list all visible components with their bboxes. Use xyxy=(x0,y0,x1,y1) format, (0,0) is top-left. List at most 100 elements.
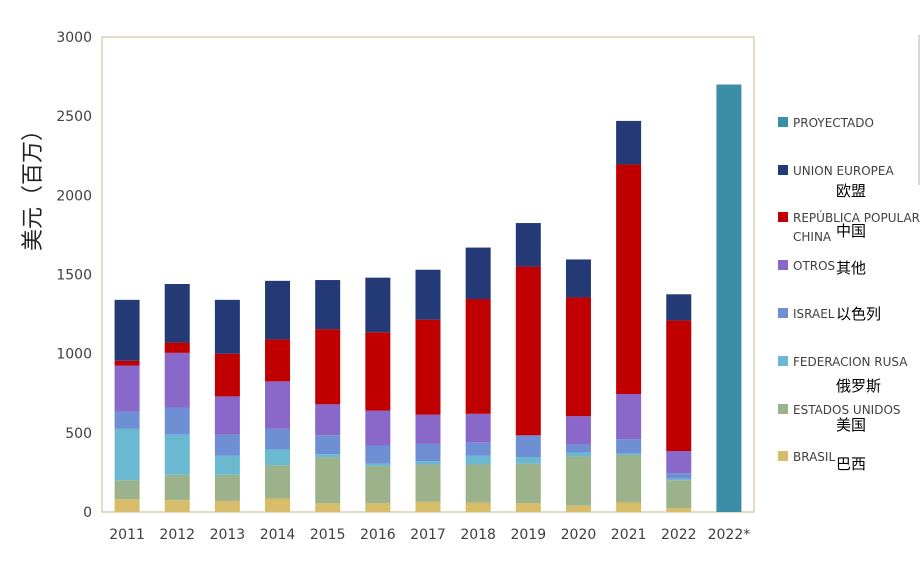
bar-segment-estados-unidos-2017 xyxy=(415,464,441,502)
bar-segment-proyectado-2022p xyxy=(716,84,742,512)
legend-label-zh: 中国 xyxy=(836,222,866,240)
x-tick-label: 2022* xyxy=(708,527,751,543)
legend-swatch xyxy=(778,451,788,461)
bar-segment-brasil-2022 xyxy=(666,508,692,512)
bar-segment-rep-blica-popular-china-2018 xyxy=(465,299,491,414)
legend-label-zh: 其他 xyxy=(836,259,866,277)
x-tick-label: 2016 xyxy=(360,527,396,543)
bar-segment-union-europea-2011 xyxy=(114,299,140,361)
bar-segment-estados-unidos-2021 xyxy=(616,455,642,503)
bar-segment-israel-2021 xyxy=(616,439,642,454)
bar-segment-brasil-2012 xyxy=(164,500,190,512)
bar-segment-otros-2018 xyxy=(465,413,491,443)
legend-swatch xyxy=(778,260,788,270)
bar-segment-otros-2013 xyxy=(214,396,240,435)
bar-segment-israel-2013 xyxy=(214,434,240,456)
legend-item-union-europea: UNION EUROPEA 欧盟 xyxy=(778,164,895,200)
bar-segment-union-europea-2018 xyxy=(465,247,491,300)
bar-segment-rep-blica-popular-china-2022 xyxy=(666,320,692,452)
bar-segment-estados-unidos-2018 xyxy=(465,464,491,503)
y-tick-label: 1000 xyxy=(56,347,92,363)
bar-segment-union-europea-2017 xyxy=(415,269,441,320)
bar-segment-union-europea-2020 xyxy=(565,259,591,298)
bar-segment-brasil-2011 xyxy=(114,499,140,512)
x-tick-label: 2022 xyxy=(661,527,697,543)
bar-segment-estados-unidos-2019 xyxy=(515,463,541,504)
legend-label-line2: CHINA xyxy=(793,230,832,244)
bar-segment-federacion-rusa-2016 xyxy=(365,463,391,467)
bar-segment-otros-2012 xyxy=(164,352,190,408)
legend-item-otros: OTROS 其他 xyxy=(778,259,866,277)
bar-segment-rep-blica-popular-china-2011 xyxy=(114,360,140,366)
bar-segment-estados-unidos-2016 xyxy=(365,466,391,504)
legend-item-federacion-rusa: FEDERACION RUSA 俄罗斯 xyxy=(778,355,908,395)
bar-segment-federacion-rusa-2018 xyxy=(465,455,491,465)
legend-label-zh: 欧盟 xyxy=(836,182,866,200)
bar-segment-union-europea-2019 xyxy=(515,223,541,267)
bar-segment-estados-unidos-2011 xyxy=(114,480,140,500)
x-tick-label: 2020 xyxy=(561,527,597,543)
bar-segment-otros-2021 xyxy=(616,394,642,440)
bar-segment-federacion-rusa-2019 xyxy=(515,457,541,464)
x-tick-label: 2019 xyxy=(510,527,546,543)
bar-segment-otros-2017 xyxy=(415,414,441,444)
legend-divider xyxy=(918,35,920,185)
bar-segment-rep-blica-popular-china-2014 xyxy=(265,339,291,382)
legend-item-proyectado: PROYECTADO xyxy=(778,116,874,130)
bar-segment-israel-2022 xyxy=(666,473,692,479)
legend-swatch xyxy=(778,404,788,414)
bar-segment-brasil-2014 xyxy=(265,498,291,512)
bar-segment-brasil-2018 xyxy=(465,502,491,512)
legend-label: ISRAEL xyxy=(793,307,835,321)
bar-segment-estados-unidos-2015 xyxy=(315,457,341,504)
bar-segment-otros-2011 xyxy=(114,365,140,412)
bar-segment-rep-blica-popular-china-2020 xyxy=(565,297,591,417)
bar-segment-union-europea-2021 xyxy=(616,120,642,165)
bar-segment-estados-unidos-2013 xyxy=(214,474,240,501)
legend-label: OTROS xyxy=(793,259,835,273)
y-tick-label: 2500 xyxy=(56,109,92,125)
bar-segment-israel-2018 xyxy=(465,442,491,456)
bar-segment-estados-unidos-2020 xyxy=(565,456,591,506)
bar-segment-rep-blica-popular-china-2012 xyxy=(164,342,190,353)
bar-segment-federacion-rusa-2014 xyxy=(265,449,291,466)
bar-segment-rep-blica-popular-china-2021 xyxy=(616,164,642,395)
bar-segment-brasil-2015 xyxy=(315,503,341,512)
bar-segment-israel-2014 xyxy=(265,428,291,450)
legend-label: FEDERACION RUSA xyxy=(793,355,908,369)
bar-segment-brasil-2021 xyxy=(616,502,642,512)
legend-item-israel: ISRAEL 以色列 xyxy=(778,305,881,323)
bar-segment-rep-blica-popular-china-2015 xyxy=(315,329,341,405)
bar-segment-rep-blica-popular-china-2019 xyxy=(515,266,541,436)
x-tick-label: 2011 xyxy=(109,527,145,543)
bar-segment-federacion-rusa-2013 xyxy=(214,455,240,475)
bar-segment-israel-2015 xyxy=(315,435,341,455)
x-tick-label: 2012 xyxy=(159,527,195,543)
bar-segment-union-europea-2015 xyxy=(315,280,341,330)
legend-label-zh: 俄罗斯 xyxy=(836,377,881,395)
bar-segment-brasil-2020 xyxy=(565,505,591,512)
x-tick-label: 2015 xyxy=(310,527,346,543)
legend-label: BRASIL xyxy=(793,450,835,464)
bar-segment-rep-blica-popular-china-2013 xyxy=(214,353,240,397)
legend-item-china: REPÚBLICA POPULAR CHINA 中国 xyxy=(778,210,920,244)
legend-swatch xyxy=(778,356,788,366)
bar-segment-union-europea-2012 xyxy=(164,284,190,343)
bar-segment-brasil-2017 xyxy=(415,501,441,512)
y-tick-label: 500 xyxy=(65,426,92,442)
bar-segment-rep-blica-popular-china-2016 xyxy=(365,332,391,411)
x-tick-label: 2018 xyxy=(460,527,496,543)
bar-segment-israel-2019 xyxy=(515,436,541,458)
bar-segment-estados-unidos-2014 xyxy=(265,465,291,499)
bar-segment-otros-2020 xyxy=(565,416,591,445)
bar-segment-federacion-rusa-2020 xyxy=(565,452,591,457)
legend-label: UNION EUROPEA xyxy=(793,164,895,178)
bar-segment-union-europea-2022 xyxy=(666,294,692,321)
bar-segment-israel-2012 xyxy=(164,407,190,435)
bar-segment-brasil-2019 xyxy=(515,503,541,512)
bar-segment-otros-2016 xyxy=(365,410,391,446)
legend-swatch xyxy=(778,212,788,222)
bar-segment-israel-2020 xyxy=(565,444,591,453)
bar-segment-israel-2011 xyxy=(114,411,140,429)
